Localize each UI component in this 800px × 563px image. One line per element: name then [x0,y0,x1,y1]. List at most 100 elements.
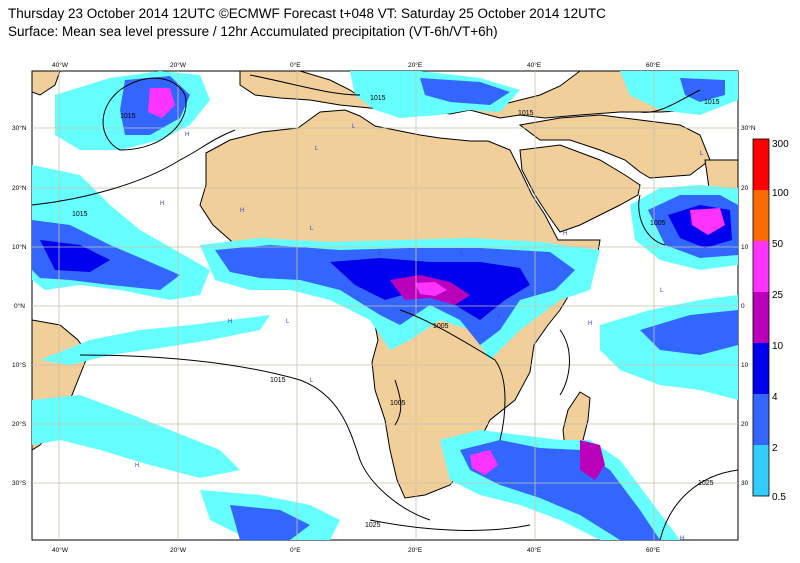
pressure-marker: L [310,378,314,384]
colorbar-swatch [753,343,769,394]
pressure-marker: L [286,319,290,325]
latitude-labels-right: 30°N 20 10 0 10 20 30 [741,124,756,487]
isobar-label: 1015 [270,377,286,384]
pressure-marker: L [498,314,502,320]
precip-south-atlantic [32,395,240,478]
pressure-marker: L [315,146,319,152]
colorbar-label: 100 [772,188,789,199]
lon-label: 20°E [408,546,423,554]
lon-label: 20°E [408,61,423,69]
lat-label: 10 [741,244,749,251]
lon-label: 40°E [527,61,542,69]
isobar-labels: 1015 1015 1015 1015 1005 1015 1005 1025 … [72,95,720,529]
lat-label: 10 [741,362,749,369]
isobar-label: 1015 [518,110,534,117]
precip-congo-max [415,282,447,296]
lon-label: 60°E [646,546,661,554]
lon-label: 20°W [170,546,187,554]
middle-east-land [518,114,711,179]
precip-cyclone-max [690,208,725,235]
precip-north-atlantic-max [148,88,175,118]
precip-south-frontal-core [460,440,660,540]
colorbar-swatch [753,139,769,190]
isobar-label: 1005 [650,220,666,227]
pressure-marker: H [588,321,592,327]
isobar-label: 1015 [120,113,136,120]
lon-label: 40°W [52,61,69,69]
colorbar-label: 4 [772,392,778,403]
lat-label: 10°S [12,361,27,369]
isobar-label: 1025 [365,522,381,529]
pressure-marker: L [700,151,704,157]
pressure-marker: H [160,201,164,207]
northwest-land [32,71,61,96]
precip-south-frontal-max [580,440,605,480]
precip-sw-corner-core [230,505,310,540]
lon-label: 40°E [527,546,542,554]
lon-label: 20°W [170,61,187,69]
isobar-label: 1025 [698,480,714,487]
precip-black-sea-core [680,78,725,102]
pressure-marker: L [378,251,382,257]
isobar-label: 1005 [433,323,449,330]
latitude-labels-left: 30°N 20°N 10°N 0°N 10°S 20°S 30°S [12,124,27,487]
colorbar-label: 50 [772,239,784,250]
lat-label: 10°N [12,243,27,251]
pressure-marker: H [563,231,567,237]
precip-atlantic-heavy [40,240,110,272]
precip-indian-ocean-core [640,310,738,355]
precip-colorbar: 300 100 50 25 10 4 2 0.5 [752,138,789,503]
lon-label: 60°E [646,61,661,69]
lon-label: 40°W [52,546,69,554]
isobar-lines [32,74,738,540]
pressure-marker: H [240,208,244,214]
lat-label: 30°N [741,124,756,132]
colorbar-swatch [753,190,769,241]
pressure-marker: L [352,124,356,130]
colorbar-swatch [753,445,769,496]
precipitation-field [32,71,738,540]
isobar-label: 1015 [370,95,386,102]
pressure-marker: L [310,226,314,232]
colorbar-swatch [753,394,769,445]
pressure-centers: H H L L H L H L L H L L H H L H L H L [98,66,704,542]
longitude-labels-bottom: 40°W 20°W 0°E 20°E 40°E 60°E [52,546,661,554]
isobar-label: 1005 [390,400,406,407]
pressure-marker: L [460,251,464,257]
colorbar-label: 0.5 [772,492,786,503]
pressure-marker: H [98,66,102,72]
precip-mediterranean-core [420,78,510,105]
forecast-title: Thursday 23 October 2014 12UTC ©ECMWF Fo… [8,6,606,21]
pressure-marker: H [228,319,232,325]
precip-atlantic-core [32,220,180,290]
lat-label: 0°N [14,302,25,310]
lat-label: 20°N [12,184,27,192]
precip-south-atlantic-2 [40,315,270,365]
colorbar-swatch [753,292,769,343]
lat-label: 0 [741,303,745,310]
isobar-label: 1015 [72,211,88,218]
precip-south-frontal-peak [470,450,498,475]
lat-lon-grid [32,71,738,540]
pressure-marker: H [185,132,189,138]
lat-label: 20 [741,421,749,428]
lon-label: 0°E [290,61,301,69]
lon-label: 0°E [290,546,301,554]
lat-label: 30 [741,480,749,487]
lat-label: 20 [741,185,749,192]
pressure-marker: H [135,463,139,469]
colorbar-label: 2 [772,443,778,454]
arabian-peninsula-land [519,144,641,233]
forecast-subtitle: Surface: Mean sea level pressure / 12hr … [8,24,498,39]
pressure-marker: H [680,536,684,542]
lat-label: 30°N [12,124,27,132]
lat-label: 30°S [12,479,27,487]
lat-label: 20°S [12,420,27,428]
colorbar-label: 10 [772,341,784,352]
longitude-labels-top: 40°W 20°W 0°E 20°E 40°E 60°E [52,61,661,69]
colorbar-swatch [753,241,769,292]
isobar-label: 1015 [704,99,720,106]
pressure-marker: L [660,288,664,294]
colorbar-label: 300 [772,139,789,150]
colorbar-label: 25 [772,290,784,301]
